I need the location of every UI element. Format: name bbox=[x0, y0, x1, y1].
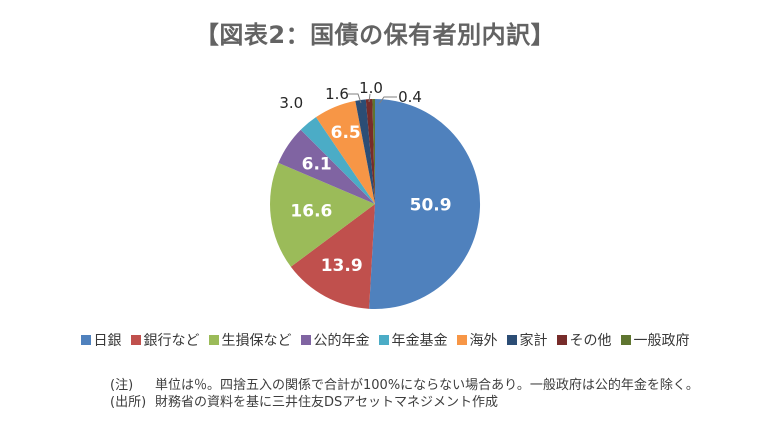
pie-slice-9 bbox=[372, 98, 375, 204]
legend-label: 銀行など bbox=[143, 333, 200, 349]
legend-label: その他 bbox=[569, 333, 612, 349]
note-text: 単位は％。四捨五入の関係で合計が100%にならない場合あり。一般政府は公的年金を… bbox=[155, 378, 699, 393]
legend-item-8: その他 bbox=[556, 330, 612, 350]
legend-item-4: 公的年金 bbox=[300, 330, 370, 350]
legend-item-6: 海外 bbox=[456, 330, 498, 350]
pie-slice-4 bbox=[278, 129, 375, 204]
legend-label: 公的年金 bbox=[313, 333, 370, 349]
chart-notes: (注) 単位は％。四捨五入の関係で合計が100%にならない場合あり。一般政府は公的… bbox=[110, 377, 699, 411]
legend-swatch-icon bbox=[556, 335, 567, 345]
source-prefix: (出所) bbox=[110, 395, 147, 410]
source-text: 財務省の資料を基に三井住友DSアセットマネジメント作成 bbox=[155, 395, 499, 410]
legend-swatch-icon bbox=[506, 335, 517, 345]
legend-label: 日銀 bbox=[93, 333, 122, 349]
legend-swatch-icon bbox=[300, 335, 311, 345]
slice-label-7: 1.6 bbox=[325, 85, 349, 103]
legend-swatch-icon bbox=[130, 335, 141, 345]
pie-slice-6 bbox=[315, 100, 375, 204]
legend-item-1: 日銀 bbox=[80, 330, 122, 350]
legend-swatch-icon bbox=[378, 335, 389, 345]
legend-item-9: 一般政府 bbox=[620, 330, 690, 350]
legend-item-2: 銀行など bbox=[130, 330, 200, 350]
legend-label: 家計 bbox=[519, 333, 548, 349]
note-prefix: (注) bbox=[110, 378, 134, 393]
legend-label: 年金基金 bbox=[391, 333, 448, 349]
legend-swatch-icon bbox=[620, 335, 631, 345]
leader-line bbox=[378, 96, 397, 105]
source-line: (出所) 財務省の資料を基に三井住友DSアセットマネジメント作成 bbox=[110, 394, 699, 411]
legend-label: 一般政府 bbox=[633, 333, 690, 349]
slice-label-3: 16.6 bbox=[290, 202, 332, 222]
pie-slice-3 bbox=[270, 162, 375, 267]
note-line: (注) 単位は％。四捨五入の関係で合計が100%にならない場合あり。一般政府は公的… bbox=[110, 377, 699, 394]
pie-slice-8 bbox=[365, 99, 375, 204]
leader-line bbox=[348, 93, 362, 104]
slice-label-6: 6.5 bbox=[331, 123, 361, 143]
leader-line bbox=[368, 93, 371, 103]
pie-slice-7 bbox=[355, 99, 375, 204]
legend-item-7: 家計 bbox=[506, 330, 548, 350]
legend-item-3: 生損保など bbox=[208, 330, 292, 350]
pie-slice-2 bbox=[290, 204, 375, 309]
slice-label-1: 50.9 bbox=[410, 196, 452, 216]
slice-label-5: 3.0 bbox=[279, 94, 303, 112]
chart-title: 【図表2：国債の保有者別内訳】 bbox=[194, 21, 556, 49]
pie-slice-5 bbox=[300, 117, 375, 204]
legend-label: 生損保など bbox=[221, 333, 292, 349]
legend-swatch-icon bbox=[80, 335, 91, 345]
legend-swatch-icon bbox=[208, 335, 219, 345]
slice-label-8: 1.0 bbox=[359, 79, 383, 97]
chart-legend: 日銀 銀行など 生損保など 公的年金 年金基金 海外 家計 その他 一般政府 bbox=[0, 330, 770, 350]
slice-label-2: 13.9 bbox=[321, 256, 363, 276]
legend-swatch-icon bbox=[456, 335, 467, 345]
slice-label-4: 6.1 bbox=[302, 155, 332, 175]
legend-label: 海外 bbox=[469, 333, 498, 349]
legend-item-5: 年金基金 bbox=[378, 330, 448, 350]
slice-label-9: 0.4 bbox=[398, 88, 422, 106]
pie-slice-1 bbox=[369, 98, 481, 309]
